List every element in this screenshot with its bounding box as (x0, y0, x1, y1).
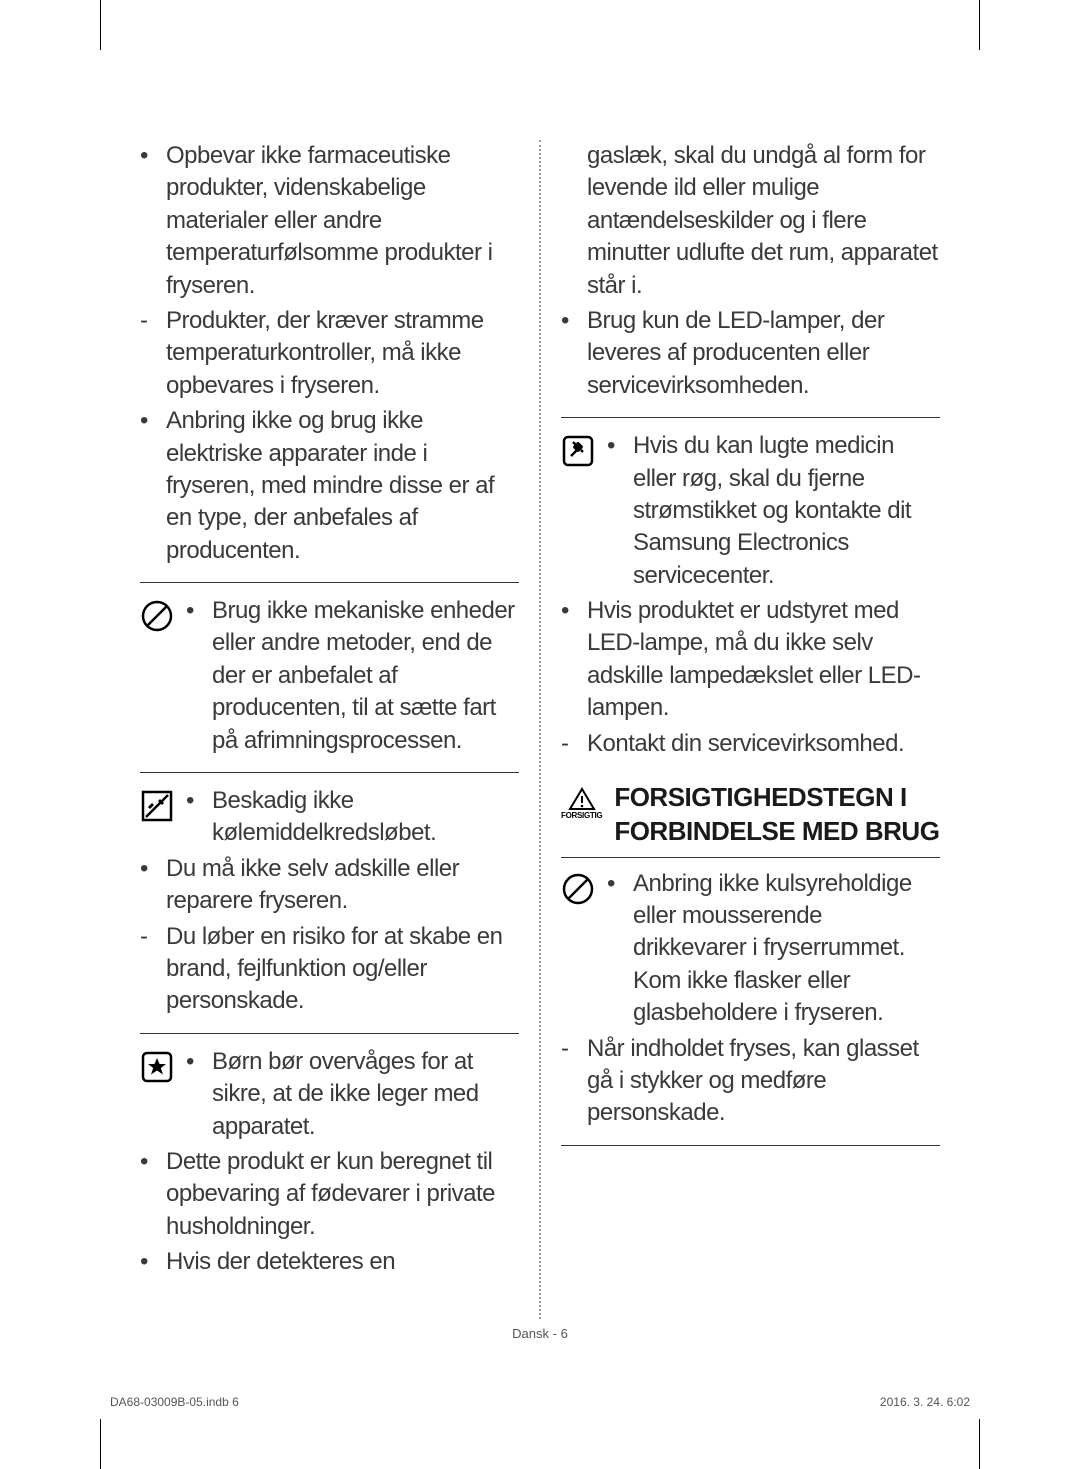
bullet-marker: • (186, 595, 212, 757)
right-column: gaslæk, skal du undgå al form for levend… (561, 140, 940, 1319)
divider (140, 582, 519, 583)
bullet-marker: • (186, 1046, 212, 1143)
bullet-marker: • (186, 785, 212, 850)
heading-underline (561, 857, 940, 858)
timestamp: 2016. 3. 24. 6:02 (880, 1395, 970, 1409)
bullet-text: Anbring ikke kulsyreholdige eller mousse… (633, 868, 940, 1030)
right-block-2: • Hvis du kan lugte medicin eller røg, s… (561, 430, 940, 763)
bottom-meta: DA68-03009B-05.indb 6 2016. 3. 24. 6:02 (110, 1395, 970, 1409)
dash-text: Du løber en risiko for at skabe en brand… (166, 921, 519, 1018)
right-block-1: gaslæk, skal du undgå al form for levend… (561, 140, 940, 405)
left-block-3: • Beskadig ikke kølemiddelkredsløbet. • … (140, 785, 519, 1021)
page-footer: Dansk - 6 (0, 1326, 1080, 1341)
star-box-icon (140, 1050, 174, 1084)
bullet-marker: • (140, 405, 166, 567)
divider (561, 417, 940, 418)
cont-indent (561, 140, 587, 302)
heading-title: FORSIGTIGHEDSTEGN I FORBINDELSE MED BRUG (614, 781, 940, 849)
section-heading: FORSIGTIG FORSIGTIGHEDSTEGN I FORBINDELS… (561, 781, 940, 849)
left-column: • Opbevar ikke farmaceutiske produkter, … (140, 140, 519, 1319)
bullet-text: Du må ikke selv adskille eller reparere … (166, 853, 519, 918)
bullet-marker: • (140, 853, 166, 918)
bullet-marker: • (561, 305, 587, 402)
page-content: • Opbevar ikke farmaceutiske produkter, … (140, 140, 940, 1319)
bullet-text: Anbring ikke og brug ikke elektriske app… (166, 405, 519, 567)
bullet-text: Dette produkt er kun beregnet til opbeva… (166, 1146, 519, 1243)
divider (140, 772, 519, 773)
caution-icon-wrap: FORSIGTIG (561, 787, 602, 820)
bullet-text: Opbevar ikke farmaceutiske produkter, vi… (166, 140, 519, 302)
bullet-text: Beskadig ikke kølemiddelkredsløbet. (212, 785, 519, 850)
doc-ref: DA68-03009B-05.indb 6 (110, 1395, 239, 1409)
prohibit-icon (561, 872, 595, 906)
caution-label: FORSIGTIG (561, 811, 602, 820)
left-block-4: • Børn bør overvåges for at sikre, at de… (140, 1046, 519, 1282)
bullet-text: Hvis der detekteres en (166, 1246, 519, 1278)
prohibit-icon (140, 599, 174, 633)
plug-box-icon (561, 434, 595, 468)
divider (561, 1145, 940, 1146)
left-block-1: • Opbevar ikke farmaceutiske produkter, … (140, 140, 519, 570)
bullet-text: Hvis du kan lugte medicin eller røg, ska… (633, 430, 940, 592)
bullet-text: Brug kun de LED-lamper, der leveres af p… (587, 305, 940, 402)
divider (140, 1033, 519, 1034)
dash-marker: - (561, 728, 587, 760)
bullet-marker: • (607, 868, 633, 1030)
bullet-text: Brug ikke mekaniske enheder eller andre … (212, 595, 519, 757)
caution-triangle-icon (568, 787, 596, 811)
bullet-marker: • (607, 430, 633, 592)
dash-marker: - (140, 921, 166, 1018)
bullet-text: Hvis produktet er udstyret med LED-lampe… (587, 595, 940, 725)
bullet-marker: • (561, 595, 587, 725)
bullet-text: Børn bør overvåges for at sikre, at de i… (212, 1046, 519, 1143)
right-block-3: • Anbring ikke kulsyreholdige eller mous… (561, 868, 940, 1133)
cont-text: gaslæk, skal du undgå al form for levend… (587, 140, 940, 302)
left-block-2: • Brug ikke mekaniske enheder eller andr… (140, 595, 519, 760)
bullet-marker: • (140, 140, 166, 302)
dash-marker: - (561, 1033, 587, 1130)
dash-marker: - (140, 305, 166, 402)
bullet-marker: • (140, 1146, 166, 1243)
column-divider (539, 140, 541, 1319)
no-disassemble-icon (140, 789, 174, 823)
bullet-marker: • (140, 1246, 166, 1278)
dash-text: Når indholdet fryses, kan glasset gå i s… (587, 1033, 940, 1130)
dash-text: Kontakt din servicevirksomhed. (587, 728, 940, 760)
dash-text: Produkter, der kræver stramme temperatur… (166, 305, 519, 402)
